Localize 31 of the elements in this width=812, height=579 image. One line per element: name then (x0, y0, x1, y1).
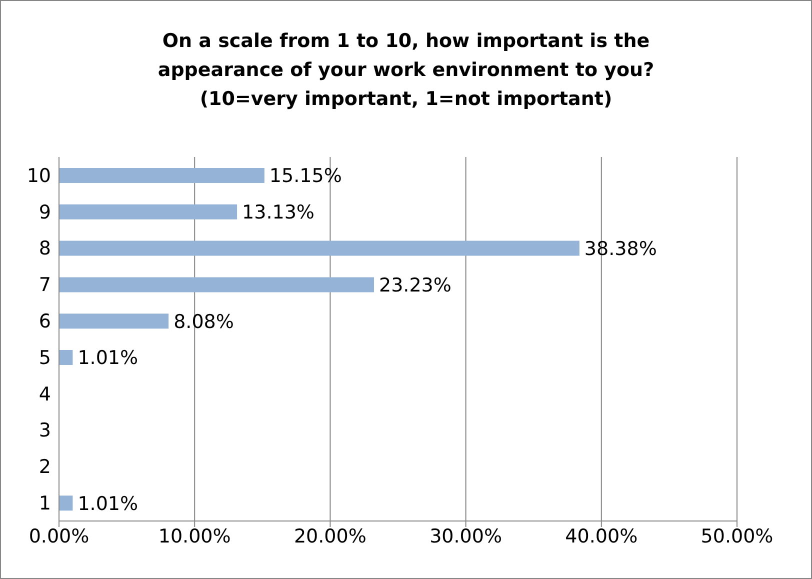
y-tick-label: 7 (38, 274, 51, 296)
y-tick-label: 1 (38, 492, 51, 515)
bar (59, 240, 580, 256)
bar (59, 314, 169, 329)
data-label: 8.08% (174, 310, 234, 333)
x-tick-label: 0.00% (28, 525, 90, 548)
bar (59, 277, 374, 292)
y-tick-label: 5 (38, 346, 51, 369)
data-label: 13.13% (242, 202, 314, 224)
x-tick-label: 10.00% (158, 525, 231, 548)
x-tick-label: 50.00% (700, 525, 774, 548)
x-tick-label: 20.00% (294, 525, 366, 548)
chart-title: On a scale from 1 to 10, how important is the appearance of your work environment to you? (10=very important, 1=not important) (156, 29, 656, 112)
y-tick-label: 3 (38, 420, 51, 442)
y-tick-label: 2 (38, 456, 51, 478)
y-tick-label: 10 (26, 164, 51, 187)
bar (59, 350, 73, 365)
x-tick-label: 30.00% (430, 525, 502, 548)
y-tick-label: 8 (38, 238, 51, 260)
data-label: 23.23% (379, 274, 452, 296)
data-label: 15.15% (269, 165, 342, 188)
data-label: 1.01% (78, 347, 138, 370)
bar (59, 204, 238, 220)
bar (59, 168, 264, 183)
y-tick-label: 9 (38, 201, 51, 224)
y-tick-label: 6 (38, 310, 51, 333)
y-tick-label: 4 (38, 383, 51, 406)
data-label: 38.38% (584, 238, 657, 260)
x-tick-label: 40.00% (565, 525, 638, 548)
bar (59, 496, 73, 511)
data-label: 1.01% (78, 492, 138, 515)
